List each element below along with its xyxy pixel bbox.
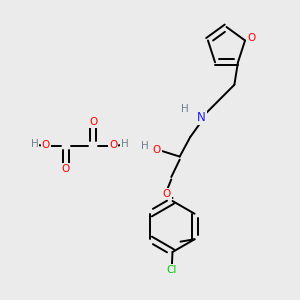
Text: H: H [31, 139, 38, 149]
Text: O: O [248, 33, 256, 43]
Text: O: O [41, 140, 50, 151]
Text: H: H [141, 140, 148, 151]
Text: O: O [89, 117, 97, 127]
Text: O: O [152, 145, 161, 155]
Text: O: O [62, 164, 70, 174]
Text: H: H [121, 139, 128, 149]
Text: N: N [197, 111, 206, 124]
Text: O: O [163, 188, 171, 199]
Text: O: O [109, 140, 118, 151]
Text: H: H [181, 104, 189, 114]
Text: Cl: Cl [167, 265, 177, 275]
